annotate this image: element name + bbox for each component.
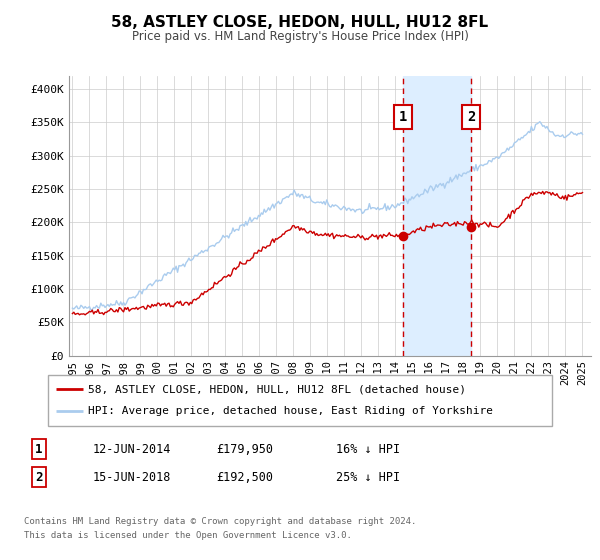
Text: 1: 1 <box>35 442 43 456</box>
Text: This data is licensed under the Open Government Licence v3.0.: This data is licensed under the Open Gov… <box>24 531 352 540</box>
Text: 16% ↓ HPI: 16% ↓ HPI <box>336 442 400 456</box>
Text: 12-JUN-2014: 12-JUN-2014 <box>93 442 172 456</box>
Text: HPI: Average price, detached house, East Riding of Yorkshire: HPI: Average price, detached house, East… <box>88 407 493 417</box>
Text: 58, ASTLEY CLOSE, HEDON, HULL, HU12 8FL: 58, ASTLEY CLOSE, HEDON, HULL, HU12 8FL <box>112 15 488 30</box>
Text: Price paid vs. HM Land Registry's House Price Index (HPI): Price paid vs. HM Land Registry's House … <box>131 30 469 43</box>
Text: 15-JUN-2018: 15-JUN-2018 <box>93 470 172 484</box>
Text: £179,950: £179,950 <box>216 442 273 456</box>
Text: £192,500: £192,500 <box>216 470 273 484</box>
Text: 1: 1 <box>399 110 407 124</box>
Bar <box>403 76 471 356</box>
Text: 2: 2 <box>35 470 43 484</box>
Text: 58, ASTLEY CLOSE, HEDON, HULL, HU12 8FL (detached house): 58, ASTLEY CLOSE, HEDON, HULL, HU12 8FL … <box>88 384 466 394</box>
FancyBboxPatch shape <box>48 375 552 426</box>
Text: 2: 2 <box>467 110 475 124</box>
Text: 25% ↓ HPI: 25% ↓ HPI <box>336 470 400 484</box>
Text: Contains HM Land Registry data © Crown copyright and database right 2024.: Contains HM Land Registry data © Crown c… <box>24 517 416 526</box>
